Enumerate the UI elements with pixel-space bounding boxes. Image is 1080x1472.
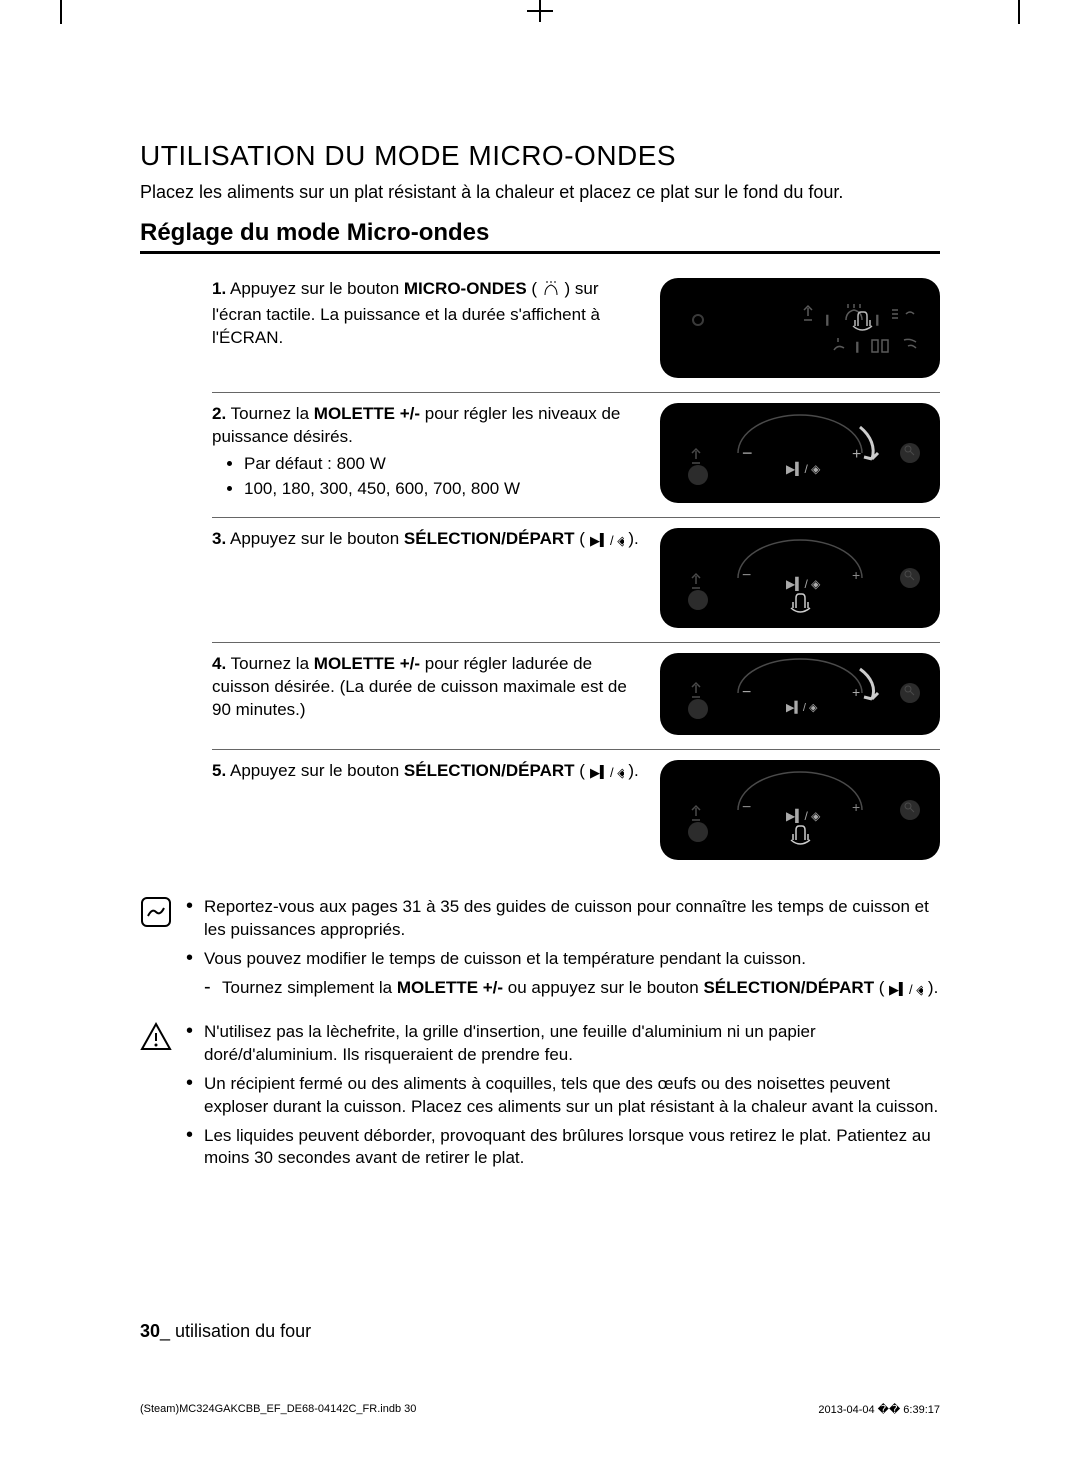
page-title: UTILISATION DU MODE MICRO-ONDES (140, 140, 940, 172)
control-panel-image: | | | (660, 278, 940, 378)
microwave-icon (542, 281, 560, 304)
list-item: Vous pouvez modifier le temps de cuisson… (186, 948, 940, 971)
bold-word: MICRO-ONDES (404, 279, 527, 298)
step-2: 2. Tournez la MOLETTE +/- pour régler le… (212, 393, 940, 518)
list-item: 100, 180, 300, 450, 600, 700, 800 W (244, 478, 642, 501)
step-num: 4. (212, 654, 226, 673)
page-number: 30 (140, 1321, 160, 1341)
step-num: 2. (212, 404, 226, 423)
list-item: N'utilisez pas la lèchefrite, la grille … (186, 1021, 940, 1067)
step-2-bullets: Par défaut : 800 W 100, 180, 300, 450, 6… (230, 453, 642, 501)
step-2-text: 2. Tournez la MOLETTE +/- pour régler le… (212, 403, 642, 503)
step-5: 5. Appuyez sur le bouton SÉLECTION/DÉPAR… (212, 750, 940, 874)
step-1: 1. Appuyez sur le bouton MICRO-ONDES ( )… (212, 268, 940, 393)
list-item: Les liquides peuvent déborder, provoquan… (186, 1125, 940, 1171)
info-note: Reportez-vous aux pages 31 à 35 des guid… (140, 896, 940, 1009)
note-icon (140, 896, 172, 928)
page-footer: 30_ utilisation du four (140, 1321, 311, 1342)
list-item: Un récipient fermé ou des aliments à coq… (186, 1073, 940, 1119)
text-fragment: _ (160, 1321, 175, 1341)
svg-text:−: − (742, 443, 753, 463)
svg-text:|: | (876, 315, 879, 326)
bold-word: SÉLECTION/DÉPART (404, 529, 575, 548)
text-fragment: Appuyez sur le bouton (230, 279, 404, 298)
svg-text:+: + (852, 567, 860, 583)
notes-section: Reportez-vous aux pages 31 à 35 des guid… (140, 896, 940, 1176)
svg-text:▶▍/ ◈: ▶▍/ ◈ (786, 461, 821, 476)
bold-word: SÉLECTION/DÉPART (703, 978, 874, 997)
page-content: UTILISATION DU MODE MICRO-ONDES Placez l… (140, 140, 940, 1392)
svg-text:▶▍/ ◈: ▶▍/ ◈ (786, 576, 821, 591)
text-fragment: Appuyez sur le bouton (230, 761, 404, 780)
control-panel-image: − + ▶▍/ ◈ (660, 653, 940, 735)
text-fragment: ). (624, 761, 639, 780)
step-1-text: 1. Appuyez sur le bouton MICRO-ONDES ( )… (212, 278, 642, 350)
text-fragment: ( (575, 529, 590, 548)
crop-marks (0, 0, 1080, 30)
svg-text:−: − (742, 567, 751, 584)
control-panel-image: − + ▶▍/ ◈ (660, 528, 940, 628)
meta-left: (Steam)MC324GAKCBB_EF_DE68-04142C_FR.ind… (140, 1403, 416, 1416)
meta-right: 2013-04-04 �� 6:39:17 (818, 1403, 940, 1416)
start-select-icon: ▶▍/ ◈ (590, 763, 624, 786)
step-num: 5. (212, 761, 226, 780)
text-fragment: Appuyez sur le bouton (230, 529, 404, 548)
svg-text:|: | (856, 342, 859, 353)
svg-text:−: − (742, 799, 751, 816)
start-select-icon: ▶▍/ ◈ (889, 980, 923, 1003)
control-panel-image: − + ▶▍/ ◈ (660, 403, 940, 503)
start-select-icon: ▶▍/ ◈ (590, 531, 624, 554)
warning-note: N'utilisez pas la lèchefrite, la grille … (140, 1021, 940, 1177)
svg-text:+: + (852, 684, 860, 700)
text-fragment: ( (527, 279, 542, 298)
svg-text:−: − (742, 684, 751, 701)
text-fragment: Tournez la (231, 404, 314, 423)
list-item: Reportez-vous aux pages 31 à 35 des guid… (186, 896, 940, 942)
text-fragment: Tournez simplement la (222, 978, 397, 997)
svg-text:+: + (852, 446, 861, 463)
svg-text:▶▍/ ◈: ▶▍/ ◈ (786, 700, 818, 714)
step-num: 1. (212, 279, 226, 298)
note-body: Reportez-vous aux pages 31 à 35 des guid… (186, 896, 940, 1009)
text-fragment: Tournez la (231, 654, 314, 673)
bold-word: MOLETTE +/- (314, 404, 420, 423)
svg-text:▶▍/ ◈: ▶▍/ ◈ (889, 982, 923, 996)
bold-word: SÉLECTION/DÉPART (404, 761, 575, 780)
bold-word: MOLETTE +/- (397, 978, 503, 997)
text-fragment: ( (874, 978, 889, 997)
step-4: 4. Tournez la MOLETTE +/- pour régler la… (212, 643, 940, 750)
footer-section: utilisation du four (175, 1321, 311, 1341)
step-num: 3. (212, 529, 226, 548)
list-item: Tournez simplement la MOLETTE +/- ou app… (186, 977, 940, 1003)
svg-text:▶▍/ ◈: ▶▍/ ◈ (786, 808, 821, 823)
step-3-text: 3. Appuyez sur le bouton SÉLECTION/DÉPAR… (212, 528, 642, 554)
intro-text: Placez les aliments sur un plat résistan… (140, 182, 940, 203)
svg-text:▶▍/ ◈: ▶▍/ ◈ (590, 533, 624, 547)
warning-icon (140, 1021, 172, 1053)
bold-word: MOLETTE +/- (314, 654, 420, 673)
text-fragment: ). (624, 529, 639, 548)
section-heading: Réglage du mode Micro-ondes (140, 219, 940, 254)
note-body: N'utilisez pas la lèchefrite, la grille … (186, 1021, 940, 1177)
step-3: 3. Appuyez sur le bouton SÉLECTION/DÉPAR… (212, 518, 940, 643)
meta-footer: (Steam)MC324GAKCBB_EF_DE68-04142C_FR.ind… (140, 1403, 940, 1416)
svg-text:|: | (826, 315, 829, 326)
text-fragment: ( (575, 761, 590, 780)
step-5-text: 5. Appuyez sur le bouton SÉLECTION/DÉPAR… (212, 760, 642, 786)
step-4-text: 4. Tournez la MOLETTE +/- pour régler la… (212, 653, 642, 722)
list-item: Par défaut : 800 W (244, 453, 642, 476)
text-fragment: ou appuyez sur le bouton (503, 978, 703, 997)
control-panel-image: − + ▶▍/ ◈ (660, 760, 940, 860)
svg-text:+: + (852, 799, 860, 815)
svg-text:▶▍/ ◈: ▶▍/ ◈ (590, 765, 624, 779)
text-fragment: ). (923, 978, 938, 997)
